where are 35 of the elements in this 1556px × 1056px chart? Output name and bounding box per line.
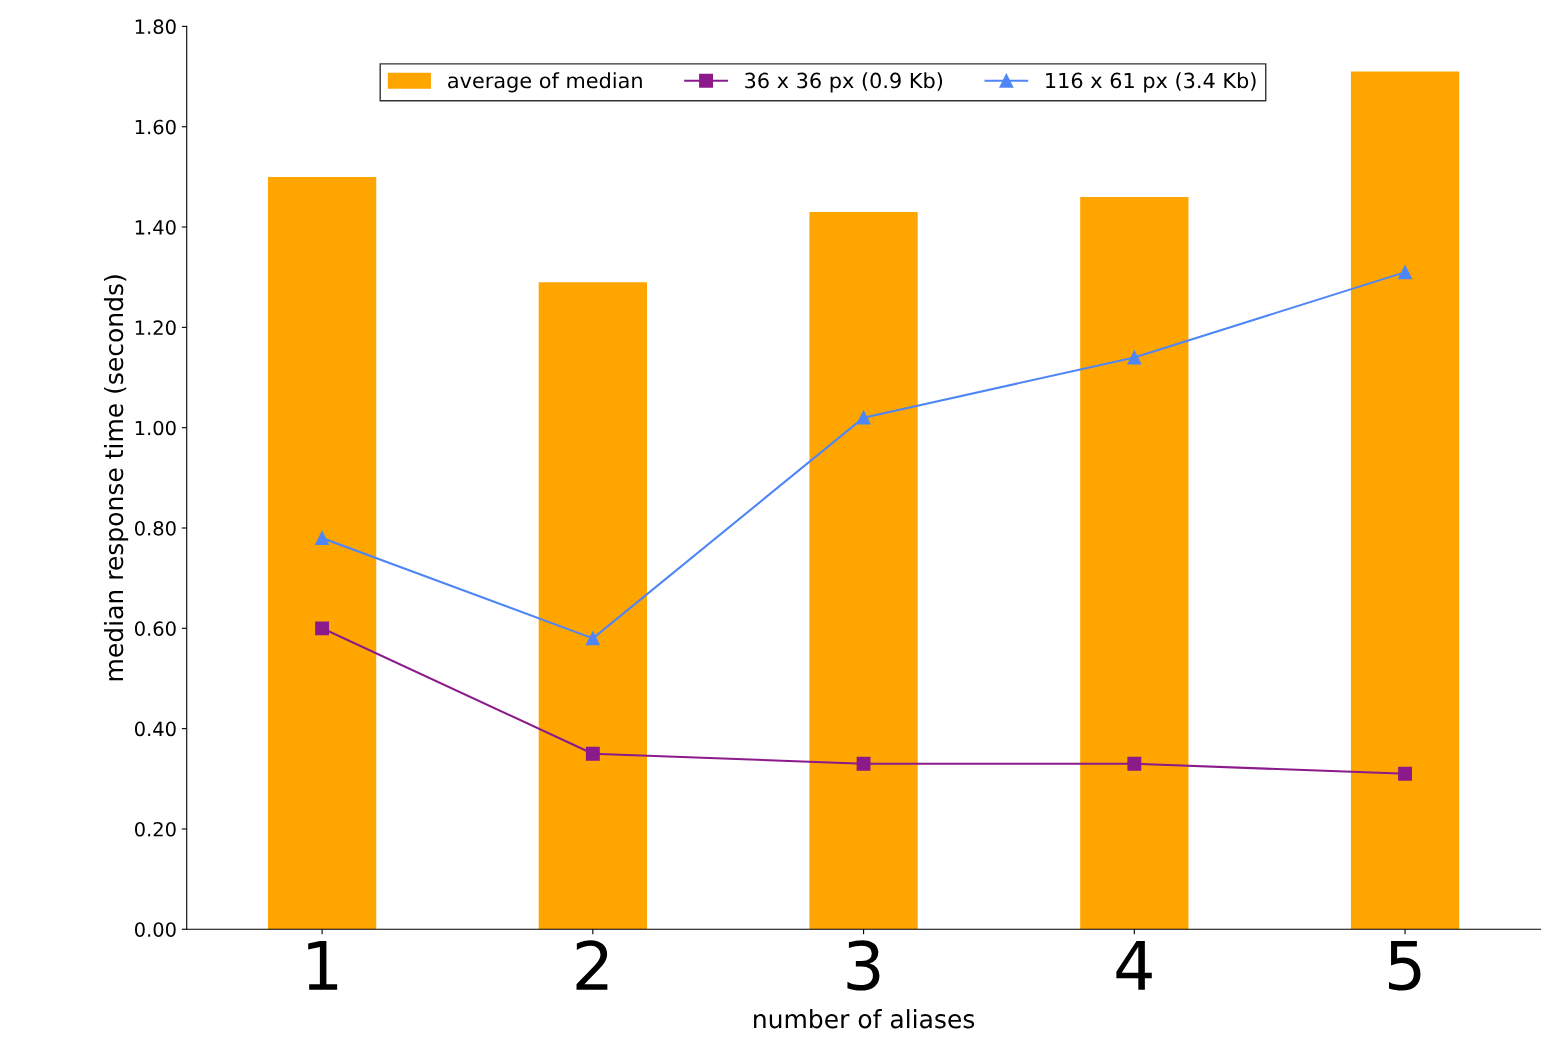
bar — [267, 176, 377, 930]
point — [856, 756, 871, 771]
bar — [538, 282, 647, 930]
point — [585, 631, 600, 646]
y-axis-title: median response time (seconds) — [103, 275, 129, 681]
bar — [809, 211, 918, 930]
y-tick-label: 0.00 — [134, 922, 176, 937]
bar — [1350, 71, 1460, 930]
point — [315, 531, 330, 545]
point — [856, 410, 871, 425]
point — [315, 621, 330, 636]
y-tick-label: 1.20 — [135, 320, 176, 336]
point — [585, 746, 600, 761]
x-tick-label: 1 — [308, 941, 338, 990]
y-tick-label: 1.00 — [135, 420, 176, 436]
y-tick-label: 0.40 — [134, 721, 176, 737]
bar — [1080, 196, 1189, 930]
y-tick-label: 0.20 — [134, 821, 176, 837]
point — [1398, 265, 1413, 280]
y-tick-label: 1.40 — [135, 220, 176, 235]
x-tick-label: 4 — [1116, 941, 1152, 990]
point — [1127, 756, 1142, 771]
x-tick-label: 3 — [847, 940, 880, 991]
y-tick-label: 0.60 — [134, 621, 176, 636]
legend-label: 36 x 36 px (0.9 Kb) — [745, 72, 943, 93]
legend-label: average of median — [448, 72, 642, 93]
y-tick-label: 1.80 — [135, 19, 176, 35]
legend-label: 116 x 61 px (3.4 Kb) — [1046, 72, 1256, 93]
y-tick-label: 0.80 — [134, 520, 176, 536]
point — [1398, 766, 1413, 781]
x-axis-title: number of aliases — [754, 1009, 975, 1029]
x-tick-label: 2 — [576, 940, 608, 990]
x-tick-label: 5 — [1389, 941, 1421, 991]
point — [1127, 350, 1142, 365]
y-tick-label: 1.60 — [135, 119, 176, 135]
